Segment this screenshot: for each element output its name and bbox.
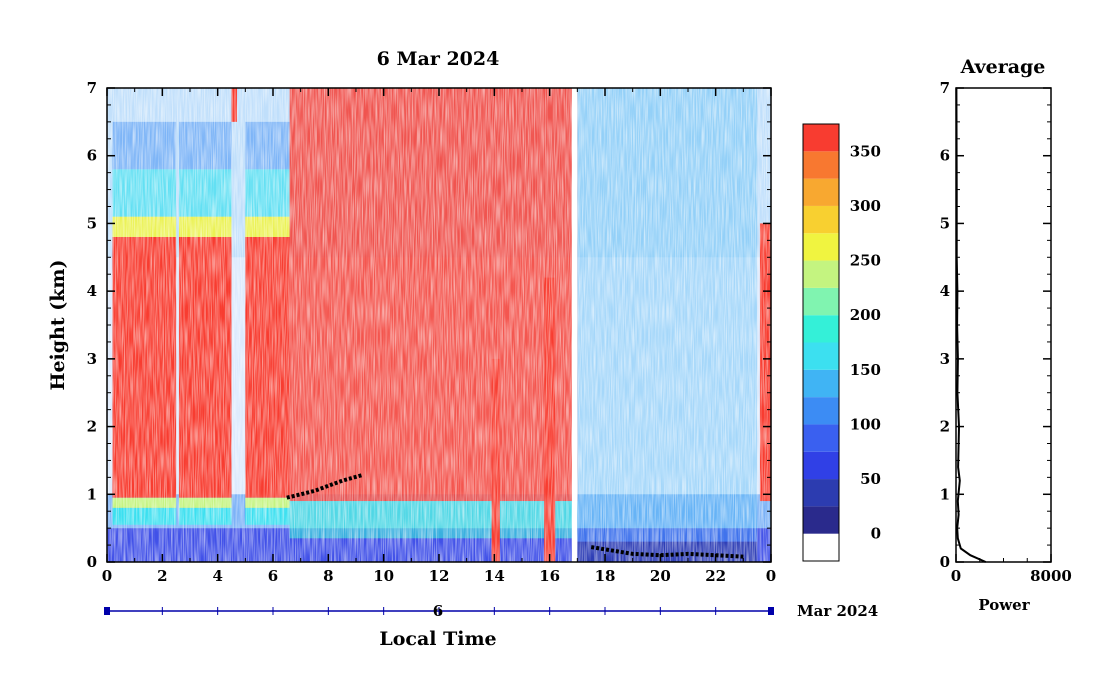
x-axis-label: Local Time: [379, 628, 496, 650]
profile-y-tick-label: 4: [940, 282, 950, 300]
chart-title: 6 Mar 2024: [377, 48, 500, 70]
colorbar-tick-label: 100: [850, 415, 881, 433]
y-tick-label: 4: [87, 282, 97, 300]
y-tick-label: 0: [87, 553, 97, 571]
y-tick-label: 3: [87, 350, 97, 368]
profile-x-tick-label: 8000: [1030, 567, 1072, 585]
colorbar-swatch: [803, 369, 839, 398]
x-tick-label: 18: [595, 567, 616, 585]
profile-line: [955, 87, 987, 563]
colorbar-tick-label: 0: [871, 525, 881, 543]
profile-y-tick-label: 2: [940, 418, 950, 436]
profile-x-label: Power: [978, 596, 1030, 614]
date-axis: 6 Mar 2024: [104, 602, 878, 620]
y-tick-label: 7: [87, 79, 97, 97]
colorbar-swatch: [803, 315, 839, 343]
profile-y-tick-label: 3: [940, 350, 950, 368]
y-tick-label: 5: [87, 214, 97, 232]
date-day-label: 6: [433, 602, 443, 620]
x-tick-label: 16: [539, 567, 560, 585]
date-axis-start-marker: [104, 607, 110, 615]
colorbar-swatch: [803, 506, 839, 534]
x-tick-label: 20: [650, 567, 671, 585]
profile-x-tick-label: 0: [951, 567, 961, 585]
profile-y-tick-label: 0: [940, 553, 950, 571]
colorbar-swatch: [803, 124, 839, 152]
heatmap-panel: 6 Mar 2024 0 2 4 6 8 10 12 14 16 18 20 22 001234567 …: [47, 48, 878, 650]
x-tick-label: 2: [157, 567, 167, 585]
boundary-layer-top-line: [590, 545, 744, 559]
colorbar-swatch: [803, 533, 839, 561]
y-tick-label: 6: [87, 147, 97, 165]
colorbar-tick-label: 300: [850, 197, 881, 215]
profile-y-tick-label: 5: [940, 214, 950, 232]
x-tick-label: 14: [484, 567, 505, 585]
colorbar-swatch: [803, 397, 839, 425]
profile-y-tick-label: 1: [940, 485, 950, 503]
x-tick-label: 0: [102, 567, 112, 585]
profile-title: Average: [960, 56, 1046, 78]
colorbar-swatch: [803, 260, 839, 288]
colorbar: 0 50 100 150 200 250 300 350: [802, 123, 881, 562]
colorbar-frame: [802, 123, 840, 562]
colorbar-swatch: [803, 178, 839, 206]
x-tick-label: 12: [429, 567, 450, 585]
profile-y-tick-label: 6: [940, 147, 950, 165]
colorbar-swatch: [803, 287, 839, 316]
colorbar-tick-label: 150: [850, 361, 881, 379]
x-tick-label: 4: [212, 567, 222, 585]
speckle-texture: [107, 88, 771, 562]
y-tick-label: 2: [87, 418, 97, 436]
x-tick-label: 10: [373, 567, 394, 585]
x-tick-label: 22: [705, 567, 726, 585]
profile-frame: [955, 87, 1052, 563]
y-axis-label: Height (km): [47, 260, 69, 391]
colorbar-tick-label: 350: [850, 142, 881, 160]
colorbar-swatch: [803, 451, 839, 480]
y-tick-label: 1: [87, 485, 97, 503]
colorbar-swatch: [803, 424, 839, 452]
date-month-label: Mar 2024: [797, 602, 878, 620]
x-tick-label: 0: [766, 567, 776, 585]
colorbar-swatch: [803, 233, 839, 261]
heatmap-field: [107, 88, 771, 562]
date-axis-end-marker: [768, 607, 774, 615]
colorbar-swatch: [803, 205, 839, 234]
colorbar-tick-label: 50: [860, 470, 881, 488]
x-tick-label: 6: [268, 567, 278, 585]
colorbar-tick-label: 200: [850, 306, 881, 324]
colorbar-swatch: [803, 151, 839, 179]
profile-y-tick-label: 7: [940, 79, 950, 97]
colorbar-tick-label: 250: [850, 252, 881, 270]
colorbar-swatch: [803, 479, 839, 507]
average-profile-panel: Average 0 1 2 3 4 5 6 7 0 8000 Power: [940, 56, 1072, 614]
colorbar-swatch: [803, 342, 839, 370]
x-tick-label: 8: [323, 567, 333, 585]
